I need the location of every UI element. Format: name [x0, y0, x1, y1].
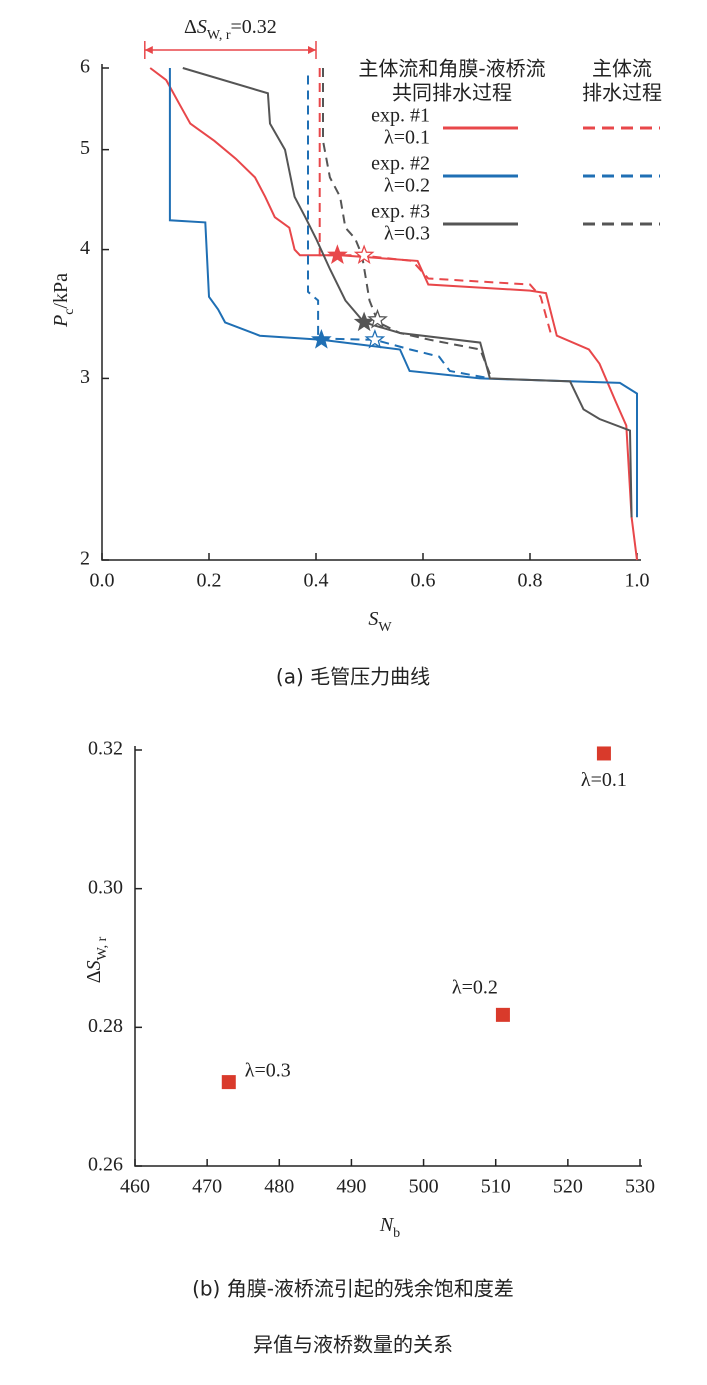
x-tick-label: 0.4 — [304, 570, 329, 592]
x-tick-label: 480 — [264, 1176, 294, 1198]
x-tick-label: 500 — [409, 1176, 439, 1198]
y-tick-label: 0.28 — [88, 1015, 123, 1037]
y-axis-label-part: /kPa — [50, 273, 72, 309]
caption: (b) 角膜-液桥流引起的残余饱和度差 — [192, 1277, 514, 1301]
star-marker — [353, 311, 375, 332]
x-axis-label: SW — [368, 608, 392, 635]
x-axis-label-part: b — [393, 1226, 400, 1241]
legend-label: exp. #2 — [371, 153, 430, 175]
y-axis-label-part: S — [83, 960, 105, 970]
y-tick-label: 0.32 — [88, 738, 123, 760]
data-line — [182, 67, 633, 518]
axis-line — [101, 64, 641, 561]
y-tick-label: 6 — [80, 56, 90, 78]
y-axis-label-part: c — [62, 309, 77, 315]
star-marker — [364, 328, 386, 349]
x-tick-label: 1.0 — [625, 570, 650, 592]
caption: (a) 毛管压力曲线 — [276, 665, 430, 689]
x-tick-label: 520 — [553, 1176, 583, 1198]
star-marker — [367, 308, 388, 329]
annotation-arrow — [144, 46, 153, 54]
legend-header: 排水过程 — [582, 81, 662, 105]
star-marker — [353, 244, 375, 265]
x-axis-label: Nb — [379, 1214, 400, 1241]
y-tick-label: 2 — [80, 548, 90, 570]
x-axis-label-part: S — [368, 608, 378, 630]
x-tick-label: 490 — [336, 1176, 366, 1198]
point-label: λ=0.3 — [245, 1060, 291, 1082]
point-label: λ=0.1 — [581, 769, 627, 791]
y-tick-label: 5 — [80, 137, 90, 159]
x-tick-label: 470 — [192, 1176, 222, 1198]
annotation-text-part: S — [197, 16, 207, 38]
caption: 异值与液桥数量的关系 — [253, 1333, 453, 1357]
x-tick-label: 0.2 — [197, 570, 222, 592]
axis-line — [134, 746, 642, 1167]
legend-header: 主体流和角膜-液桥流 — [358, 57, 545, 81]
y-axis-label: Pc/kPa — [50, 273, 77, 328]
data-line — [168, 68, 638, 518]
star-marker — [311, 328, 332, 349]
x-tick-label: 530 — [625, 1176, 655, 1198]
y-axis-label: ΔSW, r — [83, 936, 110, 983]
annotation-text-part: W, r — [207, 28, 231, 43]
x-axis-label-part: N — [379, 1214, 395, 1236]
legend-header: 主体流 — [592, 57, 652, 81]
x-tick-label: 510 — [481, 1176, 511, 1198]
y-tick-label: 3 — [80, 366, 90, 388]
x-tick-label: 0.8 — [518, 570, 543, 592]
scatter-point — [221, 1075, 236, 1090]
annotation-text-part: =0.32 — [230, 16, 276, 38]
point-label: λ=0.2 — [452, 976, 498, 998]
legend-label: λ=0.2 — [384, 175, 430, 197]
data-line — [318, 68, 553, 336]
x-tick-label: 0.0 — [90, 570, 115, 592]
annotation-text-part: Δ — [184, 16, 197, 38]
y-axis-label-part: W, r — [95, 936, 110, 960]
y-tick-label: 0.30 — [88, 876, 123, 898]
scatter-point — [596, 746, 611, 761]
annotation-arrow — [308, 46, 316, 54]
legend-header: 共同排水过程 — [392, 81, 512, 105]
legend-label: exp. #1 — [371, 105, 430, 127]
annotation-text: ΔSW, r=0.32 — [184, 16, 277, 43]
y-tick-label: 4 — [80, 237, 90, 259]
legend-label: λ=0.1 — [384, 127, 430, 149]
x-tick-label: 0.6 — [411, 570, 436, 592]
legend-label: λ=0.3 — [384, 223, 430, 245]
legend-label: exp. #3 — [371, 201, 430, 223]
x-axis-label-part: W — [378, 620, 392, 635]
y-tick-label: 0.26 — [88, 1154, 123, 1176]
scatter-point — [495, 1007, 510, 1022]
x-tick-label: 460 — [120, 1176, 150, 1198]
y-axis-label-part: P — [50, 315, 72, 328]
y-axis-label-part: Δ — [83, 970, 105, 983]
star-marker — [327, 244, 348, 265]
